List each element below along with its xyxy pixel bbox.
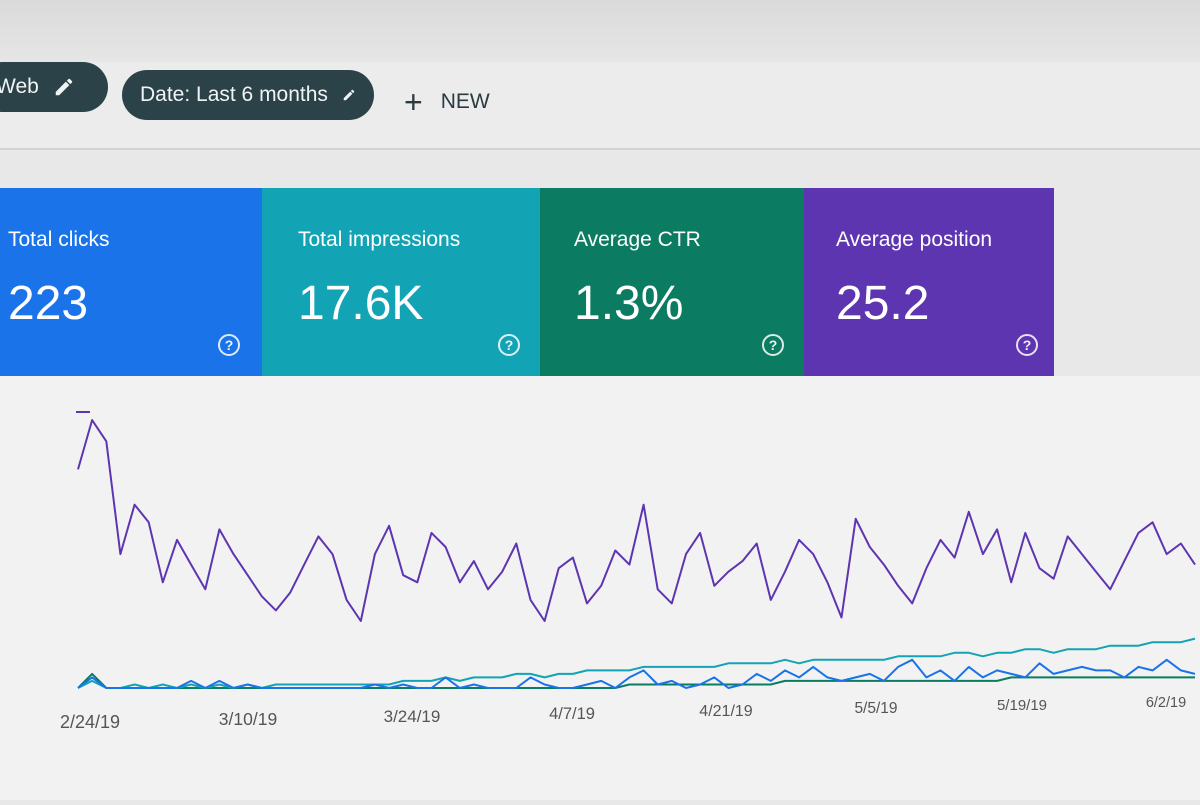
- metric-card-average-ctr[interactable]: Average CTR 1.3% ?: [540, 188, 804, 376]
- help-icon[interactable]: ?: [498, 334, 520, 356]
- performance-chart: 2/24/19 3/10/19 3/24/19 4/7/19 4/21/19 5/5/19…: [0, 376, 1200, 800]
- x-tick-label: 5/19/19: [997, 697, 1047, 714]
- new-filter-button[interactable]: + NEW: [404, 82, 490, 122]
- x-tick-label: 3/24/19: [384, 707, 441, 726]
- edit-icon: [343, 89, 355, 101]
- edit-icon: [55, 78, 73, 96]
- date-filter-chip[interactable]: Date: Last 6 months: [122, 70, 374, 120]
- x-tick-label: 5/5/19: [854, 700, 897, 717]
- search-type-filter-chip[interactable]: Web: [0, 62, 108, 112]
- help-icon[interactable]: ?: [1016, 334, 1038, 356]
- x-tick-label: 2/24/19: [60, 712, 120, 732]
- series-line-0: [77, 419, 1196, 622]
- new-filter-label: NEW: [440, 90, 490, 113]
- series-line-1: [77, 658, 1196, 689]
- x-tick-label: 3/10/19: [219, 709, 277, 729]
- top-toolbar: [0, 0, 1200, 62]
- metric-card-average-position[interactable]: Average position 25.2 ?: [804, 188, 1054, 376]
- metric-card-total-clicks[interactable]: Total clicks 223 ?: [0, 188, 262, 376]
- series-line-2: [77, 637, 1196, 689]
- plus-icon: +: [404, 84, 423, 120]
- metric-value: 1.3%: [574, 277, 684, 330]
- metric-value: 223: [8, 277, 89, 330]
- x-tick-label: 4/21/19: [699, 703, 752, 720]
- date-filter-label: Date: Last 6 months: [140, 83, 328, 106]
- metric-card-total-impressions[interactable]: Total impressions 17.6K ?: [262, 188, 540, 376]
- performance-chart-svg: 2/24/19 3/10/19 3/24/19 4/7/19 4/21/19 5/5/19…: [60, 411, 1196, 732]
- metric-value: 17.6K: [298, 277, 424, 330]
- metric-label: Average CTR: [574, 228, 701, 251]
- metric-label: Total clicks: [8, 228, 110, 251]
- help-icon[interactable]: ?: [762, 334, 784, 356]
- x-tick-label: 6/2/19: [1146, 695, 1186, 711]
- metric-label: Total impressions: [298, 228, 461, 251]
- x-tick-label: 4/7/19: [549, 705, 595, 723]
- metric-label: Average position: [836, 228, 993, 251]
- help-icon[interactable]: ?: [218, 334, 240, 356]
- divider: [0, 148, 1200, 150]
- search-type-filter-label: Web: [0, 75, 39, 98]
- metric-value: 25.2: [836, 277, 930, 330]
